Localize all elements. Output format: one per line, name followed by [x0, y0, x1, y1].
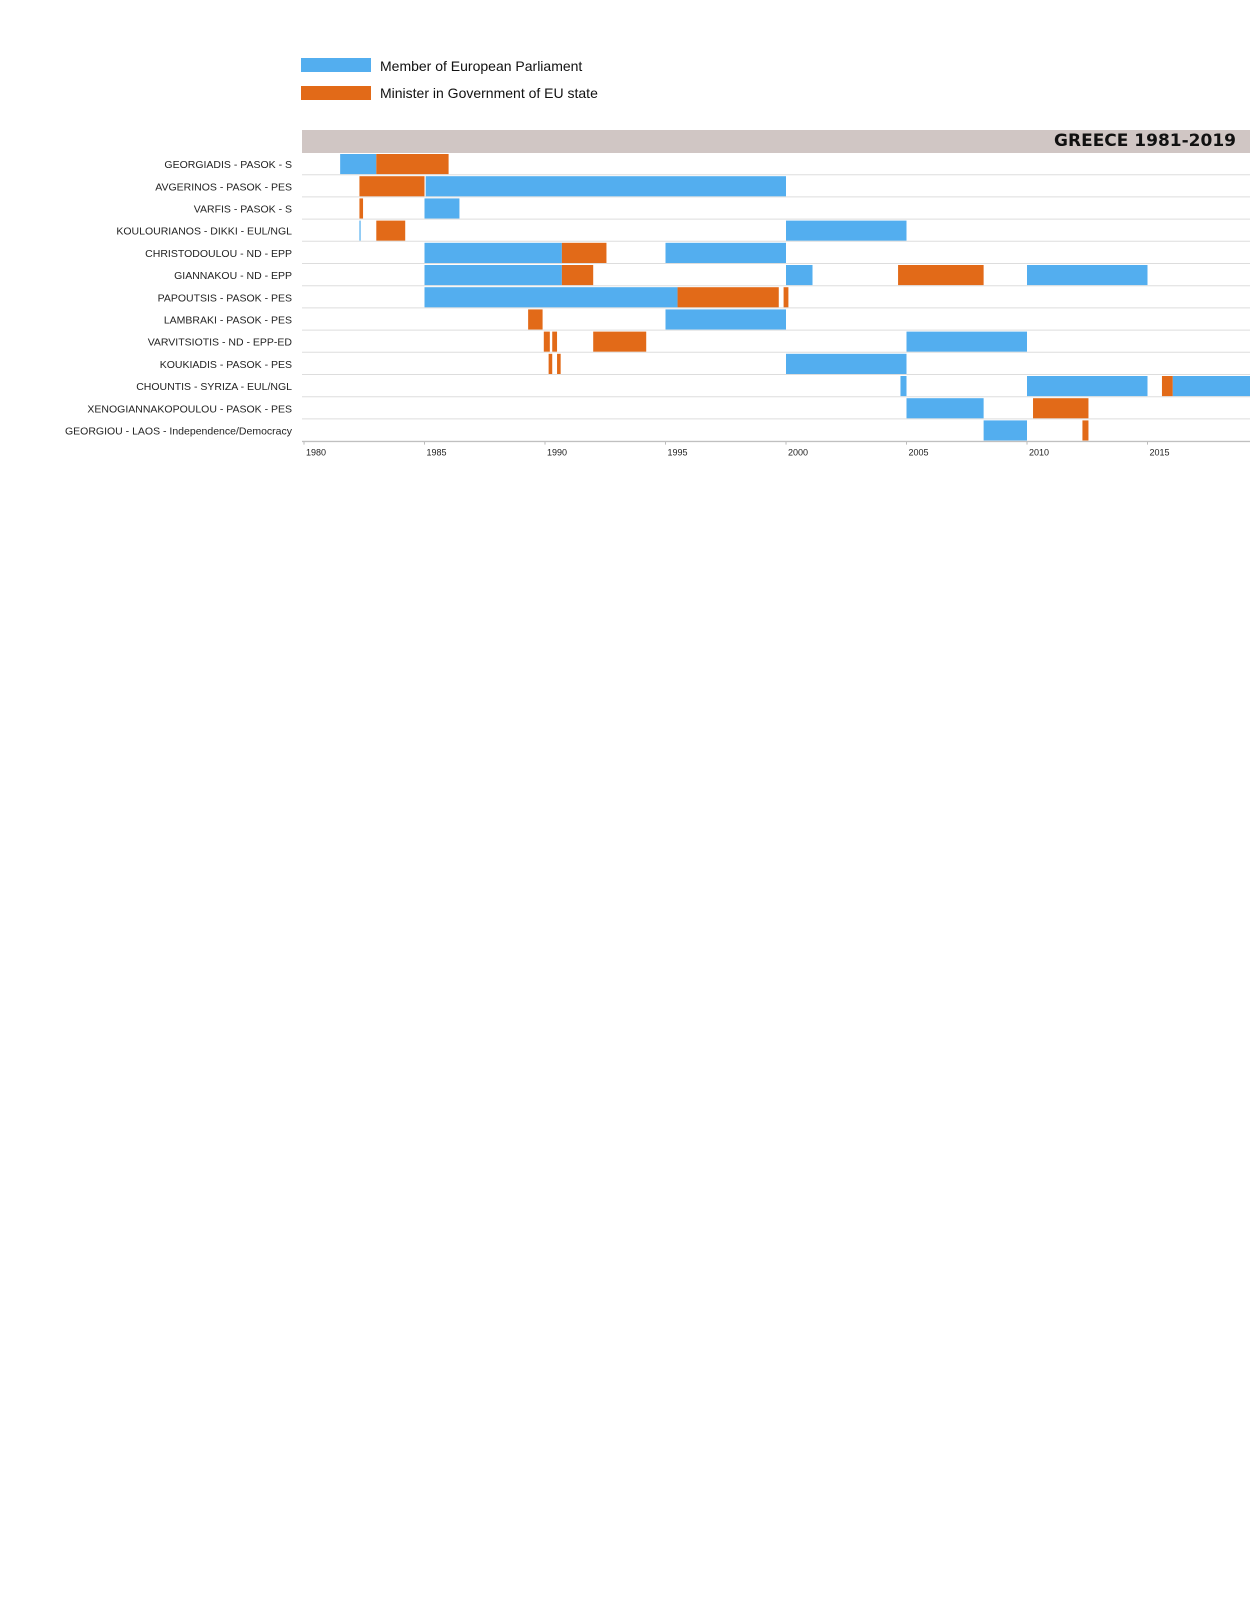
row-label: GEORGIOU - LAOS - Independence/Democracy	[65, 426, 293, 438]
row-label: CHOUNTIS - SYRIZA - EUL/NGL	[136, 381, 292, 393]
row-label: KOUKIADIS - PASOK - PES	[160, 359, 292, 371]
row-label: XENOGIANNAKOPOULOU - PASOK - PES	[87, 403, 292, 415]
legend-swatch-minister	[301, 86, 371, 100]
minister-term-bar	[898, 265, 984, 286]
minister-term-bar	[783, 287, 789, 308]
row-label: VARVITSIOTIS - ND - EPP-ED	[148, 337, 293, 349]
x-axis: 1980 1985 1990 1995 2000 2005 2010 2015	[302, 441, 1250, 458]
x-tick-label: 1980	[306, 448, 326, 458]
timeline-row: GIANNAKOU - ND - EPP	[174, 265, 1250, 287]
minister-term-bar	[543, 331, 550, 352]
mep-term-bar	[1172, 376, 1250, 397]
minister-term-bar	[552, 331, 558, 352]
minister-term-bar	[561, 265, 594, 286]
mep-term-bar	[786, 220, 907, 241]
minister-term-bar	[528, 309, 543, 330]
timeline-row: CHOUNTIS - SYRIZA - EUL/NGL	[136, 376, 1250, 398]
timeline-row: LAMBRAKI - PASOK - PES	[164, 309, 1250, 331]
timeline-row: KOULOURIANOS - DIKKI - EUL/NGL	[116, 220, 1250, 242]
timeline-row: VARFIS - PASOK - S	[194, 198, 1250, 220]
mep-term-bar	[786, 353, 907, 374]
row-label: GIANNAKOU - ND - EPP	[174, 270, 292, 282]
mep-term-bar	[359, 220, 361, 241]
row-label: PAPOUTSIS - PASOK - PES	[158, 292, 292, 304]
minister-term-bar	[677, 287, 779, 308]
minister-term-bar	[548, 353, 553, 374]
mep-term-bar	[665, 309, 786, 330]
mep-term-bar	[424, 265, 562, 286]
x-tick-label: 1985	[427, 448, 447, 458]
minister-term-bar	[561, 242, 607, 263]
mep-term-bar	[340, 154, 377, 175]
minister-term-bar	[376, 220, 406, 241]
mep-term-bar	[786, 265, 813, 286]
mep-term-bar	[425, 176, 786, 197]
mep-term-bar	[424, 242, 562, 263]
row-label: AVGERINOS - PASOK - PES	[155, 181, 292, 193]
x-tick-label: 2005	[909, 448, 929, 458]
timeline-row: GEORGIADIS - PASOK - S	[164, 154, 1250, 176]
x-tick-label: 2010	[1029, 448, 1049, 458]
chart-title: GREECE 1981-2019	[1054, 131, 1236, 151]
minister-term-bar	[1082, 420, 1089, 441]
minister-term-bar	[1033, 398, 1089, 419]
timeline-row: AVGERINOS - PASOK - PES	[155, 176, 1250, 198]
minister-term-bar	[376, 154, 449, 175]
timeline-row: PAPOUTSIS - PASOK - PES	[158, 287, 1250, 309]
legend-label-mep: Member of European Parliament	[380, 58, 582, 74]
minister-term-bar	[1161, 376, 1173, 397]
rows-layer: GEORGIADIS - PASOK - S AVGERINOS - PASOK …	[65, 154, 1250, 442]
timeline-row: XENOGIANNAKOPOULOU - PASOK - PES	[87, 398, 1250, 420]
minister-term-bar	[557, 353, 561, 374]
mep-term-bar	[900, 376, 907, 397]
mep-term-bar	[983, 420, 1027, 441]
mep-term-bar	[1027, 265, 1148, 286]
minister-term-bar	[593, 331, 647, 352]
minister-term-bar	[359, 176, 425, 197]
legend-label-minister: Minister in Government of EU state	[380, 85, 598, 101]
mep-term-bar	[424, 287, 678, 308]
minister-term-bar	[359, 198, 364, 219]
mep-term-bar	[906, 398, 984, 419]
mep-term-bar	[665, 242, 786, 263]
legend: Member of European Parliament Minister i…	[301, 58, 598, 101]
row-label: VARFIS - PASOK - S	[194, 204, 292, 216]
title-band	[302, 130, 1250, 153]
timeline-row: KOUKIADIS - PASOK - PES	[160, 353, 1250, 375]
row-label: CHRISTODOULOU - ND - EPP	[145, 248, 292, 260]
legend-swatch-mep	[301, 58, 371, 72]
x-tick-label: 1990	[547, 448, 567, 458]
x-tick-label: 1995	[668, 448, 688, 458]
row-label: LAMBRAKI - PASOK - PES	[164, 315, 292, 327]
mep-term-bar	[906, 331, 1027, 352]
timeline-row: VARVITSIOTIS - ND - EPP-ED	[148, 331, 1250, 353]
x-tick-label: 2000	[788, 448, 808, 458]
row-label: GEORGIADIS - PASOK - S	[164, 159, 292, 171]
mep-term-bar	[424, 198, 460, 219]
timeline-row: GEORGIOU - LAOS - Independence/Democracy	[65, 420, 1250, 442]
timeline-row: CHRISTODOULOU - ND - EPP	[145, 242, 1250, 264]
x-tick-label: 2015	[1150, 448, 1170, 458]
mep-term-bar	[1027, 376, 1148, 397]
row-label: KOULOURIANOS - DIKKI - EUL/NGL	[116, 226, 292, 238]
